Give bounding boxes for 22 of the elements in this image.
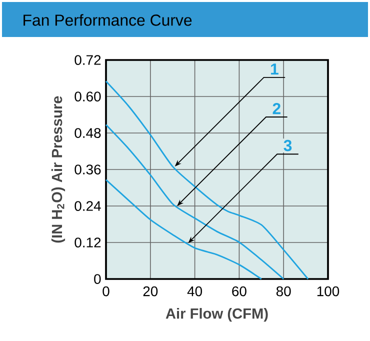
annotation: 2 [272, 102, 280, 114]
line-series [105, 80, 309, 280]
x-tick-label: 20 [143, 286, 158, 296]
x-tick-label: 100 [317, 286, 340, 296]
x-tick-label: 60 [232, 286, 246, 296]
y-tick-label: 0.36 [74, 164, 101, 174]
y-tick-label: 0.12 [74, 238, 101, 248]
y-tick-label: 0.72 [74, 55, 101, 65]
x-axis-title: Air Flow (CFM) [166, 308, 268, 322]
chart-title: Fan Performance Curve [24, 14, 192, 26]
y-tick-label: 0.48 [74, 128, 101, 138]
y-tick-label: 0 [94, 274, 101, 284]
y-tick-label: 0.24 [74, 201, 101, 211]
x-tick-label: 80 [276, 286, 291, 296]
line-series [105, 179, 262, 280]
annotation: 1 [271, 64, 278, 75]
x-tick-label: 0 [102, 286, 110, 296]
y-tick-label: 0.60 [74, 92, 101, 102]
line-series [105, 124, 284, 280]
annotation: 3 [284, 140, 292, 152]
y-axis-title: (IN H$_{2}$O) Air Pressure [51, 96, 66, 243]
x-tick-label: 40 [187, 286, 202, 296]
